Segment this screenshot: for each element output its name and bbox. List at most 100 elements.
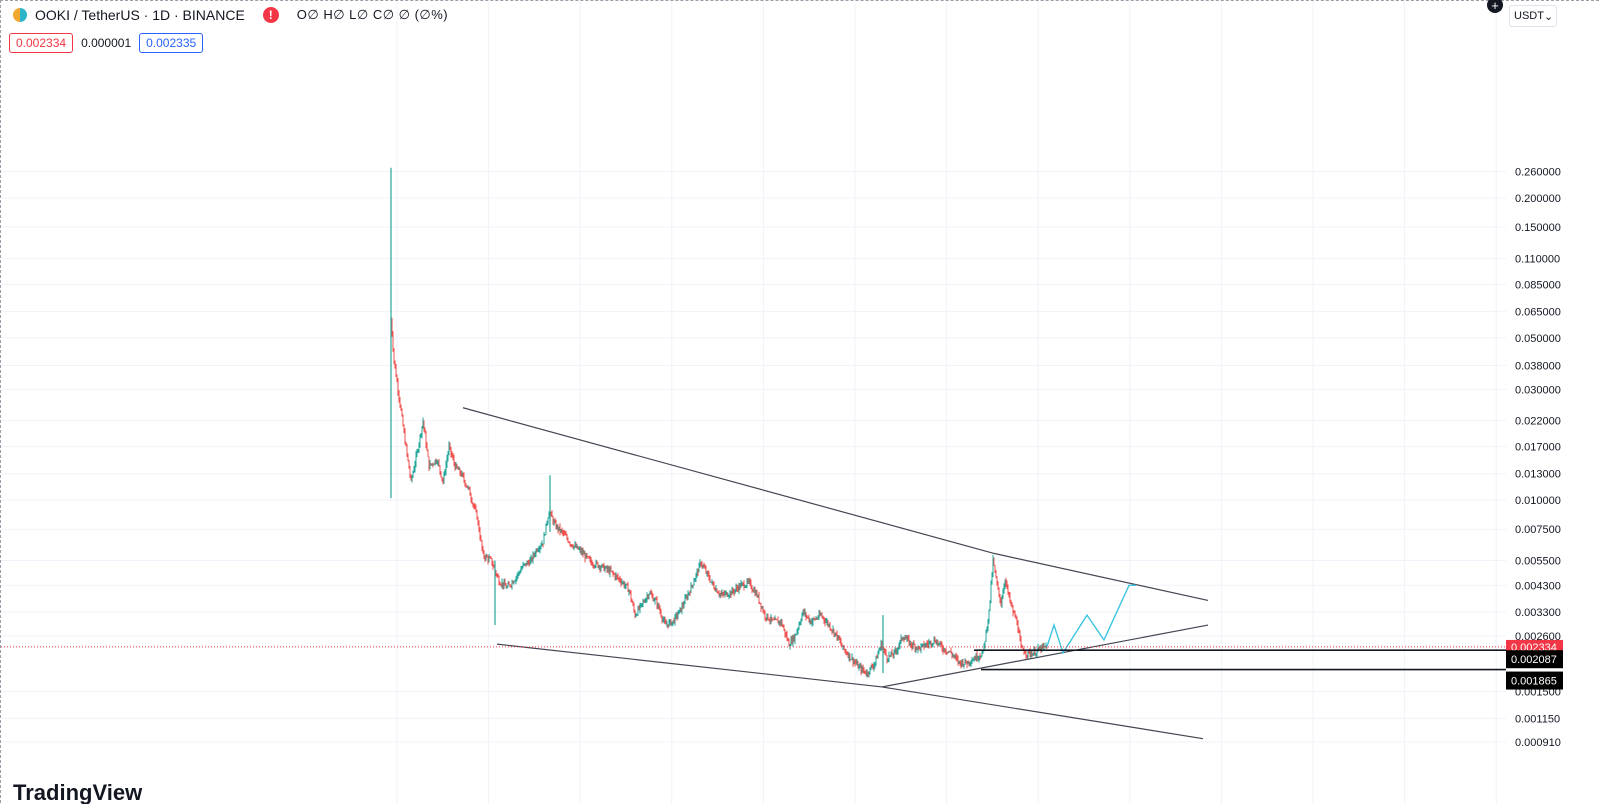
candle-body — [542, 543, 544, 545]
candle-body — [633, 605, 635, 611]
candle-body — [851, 657, 853, 660]
candle-body — [804, 612, 806, 614]
candle-body — [1018, 631, 1020, 634]
candle-body — [986, 628, 988, 631]
candle-body — [536, 549, 538, 551]
candle-body — [846, 653, 848, 655]
candle-body — [790, 639, 792, 646]
y-tick-label: 0.007500 — [1515, 524, 1561, 536]
candle-body — [666, 624, 668, 626]
candle-body — [613, 573, 615, 575]
candle-body — [623, 582, 625, 587]
candle-body — [654, 599, 656, 601]
candle-body — [615, 575, 617, 578]
candle-body — [779, 621, 781, 624]
candle-body — [998, 587, 1000, 595]
candle-body — [743, 583, 745, 588]
candle-body — [916, 647, 918, 650]
candle-body — [845, 650, 847, 654]
candle-body — [1002, 591, 1004, 599]
symbol-title[interactable]: OOKI / TetherUS · 1D · BINANCE — [35, 7, 245, 23]
candle-body — [534, 554, 536, 556]
candle-body — [628, 590, 630, 592]
candle-body — [816, 618, 818, 620]
currency-select[interactable]: USDT ⌄ — [1509, 5, 1557, 27]
candle-body — [660, 611, 662, 617]
candle-body — [569, 542, 571, 545]
candle-body — [726, 592, 728, 597]
candle-body — [584, 553, 586, 559]
candle-body — [838, 635, 840, 640]
candle-body — [760, 603, 762, 608]
candle-body — [456, 464, 458, 468]
candle-body — [540, 545, 542, 547]
candle-body — [492, 564, 494, 567]
candle-body — [904, 638, 906, 640]
candle-body — [776, 619, 778, 621]
candle-body — [1019, 633, 1021, 639]
candle-body — [588, 556, 590, 559]
candle-body — [1022, 646, 1024, 650]
candle-body — [869, 667, 871, 674]
candle-body — [905, 638, 907, 640]
y-tick-label: 0.030000 — [1515, 384, 1561, 396]
candle-body — [432, 463, 434, 465]
candle-body — [589, 558, 591, 560]
candle-body — [462, 473, 464, 476]
candle-body — [1036, 649, 1038, 654]
candle-body — [759, 602, 761, 604]
candle-body — [562, 531, 564, 533]
candle-body — [598, 565, 600, 568]
candle-body — [572, 546, 574, 548]
candle-body — [472, 503, 474, 505]
buy-price-button[interactable]: 0.002335 — [139, 33, 204, 53]
candle-body — [657, 604, 659, 606]
candle-body — [762, 607, 764, 612]
candle-body — [610, 568, 612, 572]
candle-body — [745, 585, 747, 587]
chevron-down-icon: ⌄ — [1543, 10, 1554, 23]
candle-body — [680, 607, 682, 612]
candle-body — [665, 623, 667, 625]
candle-body — [764, 611, 766, 618]
candle-body — [413, 468, 415, 473]
candle-body — [801, 614, 803, 621]
sell-price-button[interactable]: 0.002334 — [9, 33, 74, 53]
warning-icon[interactable]: ! — [262, 7, 279, 23]
candle-body — [571, 544, 573, 547]
candle-body — [979, 656, 981, 658]
candle-body — [1042, 645, 1044, 647]
candle-body — [582, 551, 584, 555]
candle-body — [871, 666, 873, 668]
candle-body — [754, 589, 756, 596]
candle-body — [553, 521, 555, 523]
candle-body — [984, 641, 986, 645]
candle-body — [878, 650, 880, 654]
candle-body — [1026, 654, 1028, 656]
candle-body — [486, 555, 488, 558]
candle-body — [728, 595, 730, 597]
candle-body — [742, 583, 744, 584]
candle-body — [1016, 617, 1018, 624]
candle-body — [393, 349, 395, 361]
candle-body — [833, 629, 835, 635]
candle-body — [752, 589, 754, 592]
candle-body — [502, 582, 504, 587]
candle-body — [966, 662, 968, 665]
candle-body — [1023, 649, 1025, 653]
candle-body — [971, 660, 973, 663]
candle-body — [637, 607, 639, 615]
candle-body — [639, 604, 641, 610]
candle-body — [485, 555, 487, 559]
candle-body — [768, 619, 770, 621]
candle-body — [810, 620, 812, 624]
candle-body — [951, 652, 953, 656]
candle-body — [912, 643, 914, 647]
candle-body — [599, 565, 601, 569]
candle-body — [944, 648, 946, 652]
drawing-lines — [1, 407, 1506, 740]
add-symbol-icon[interactable]: + — [1487, 0, 1503, 13]
candle-body — [842, 645, 844, 647]
